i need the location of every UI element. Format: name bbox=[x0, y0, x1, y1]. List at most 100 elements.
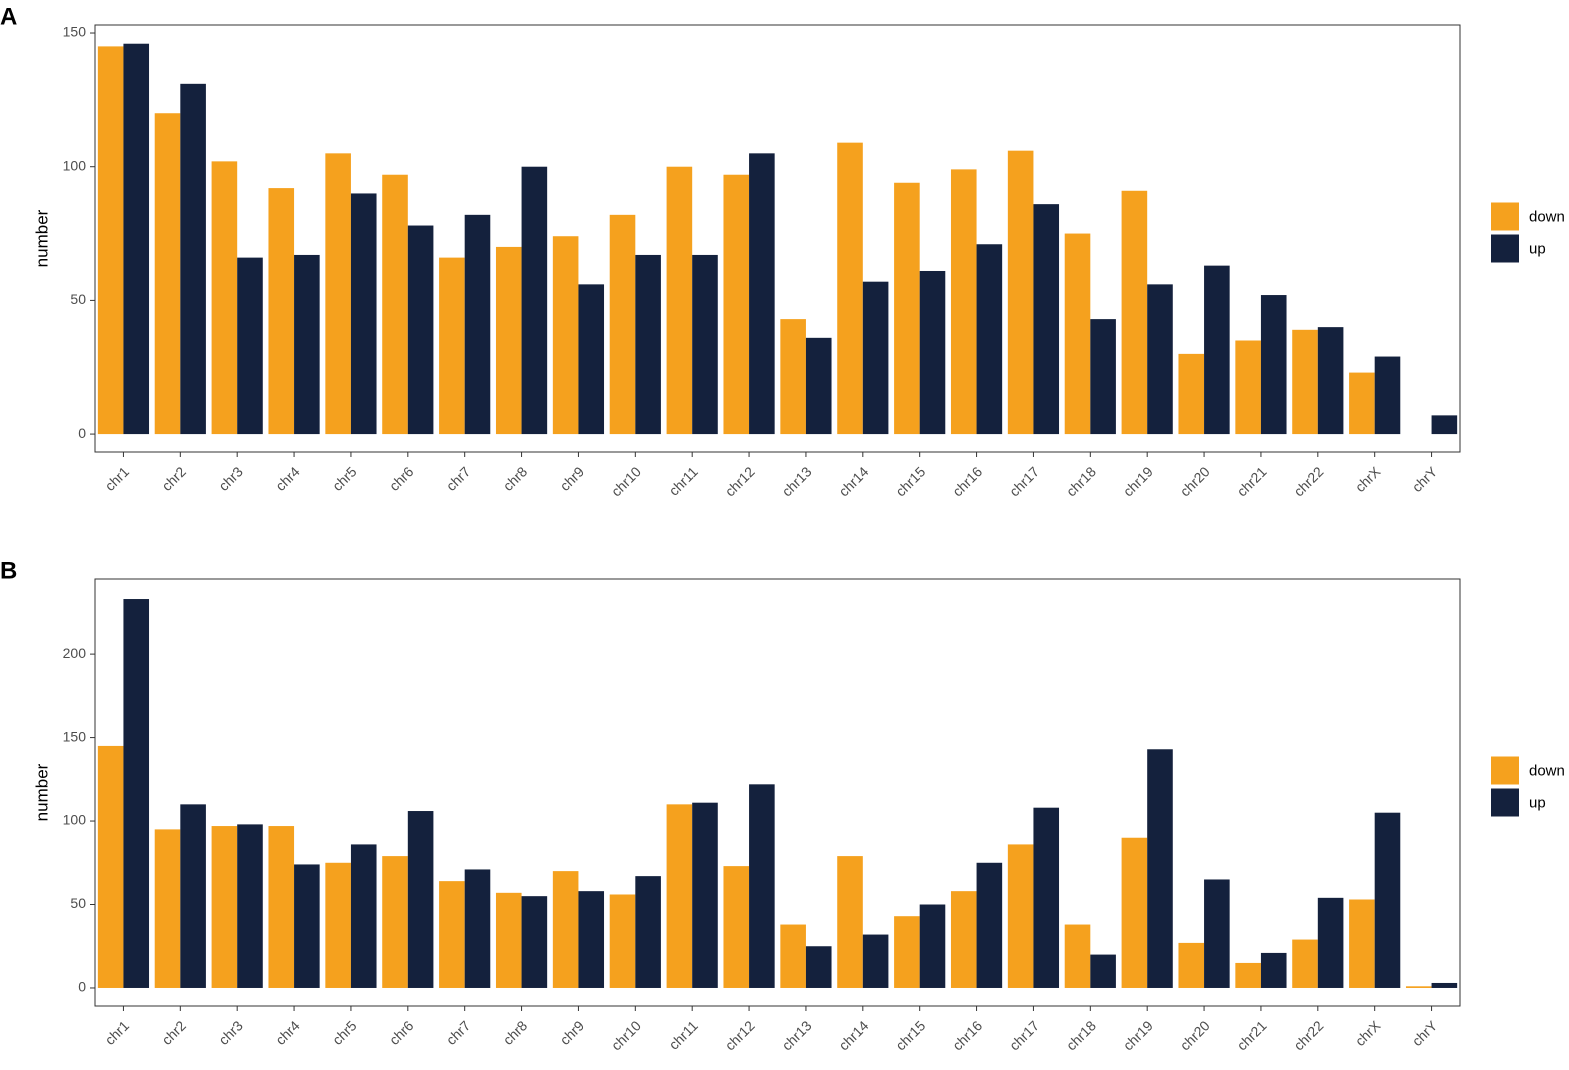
x-tick-label: chr21 bbox=[1234, 463, 1270, 499]
x-tick-label: chr16 bbox=[949, 1017, 985, 1053]
x-tick-label: chr7 bbox=[443, 1017, 474, 1048]
bar bbox=[1178, 942, 1205, 988]
bar bbox=[1064, 924, 1091, 988]
bar bbox=[837, 856, 863, 988]
x-tick-label: chr15 bbox=[892, 1017, 928, 1053]
bar bbox=[578, 891, 605, 988]
bar bbox=[723, 866, 750, 988]
bar bbox=[521, 896, 548, 988]
x-tick-label: chr6 bbox=[386, 1017, 417, 1048]
bar bbox=[154, 113, 181, 435]
y-tick-label: 100 bbox=[63, 812, 87, 828]
x-tick-label: chr12 bbox=[722, 1017, 758, 1053]
bar bbox=[382, 174, 408, 435]
bar bbox=[1178, 353, 1205, 435]
panel-label: A bbox=[0, 3, 17, 30]
y-axis-title: number bbox=[32, 763, 51, 821]
bar bbox=[407, 225, 434, 435]
legend-label: down bbox=[1529, 762, 1565, 779]
x-tick-label: chr5 bbox=[329, 1017, 360, 1048]
bar bbox=[919, 270, 946, 435]
x-tick-label: chr22 bbox=[1290, 1017, 1326, 1053]
bar bbox=[1064, 233, 1091, 435]
x-tick-label: chr13 bbox=[779, 1017, 815, 1053]
bar bbox=[805, 337, 832, 435]
bar bbox=[464, 214, 491, 435]
legend-label: down bbox=[1529, 208, 1565, 225]
bar bbox=[780, 924, 806, 988]
bar bbox=[180, 804, 206, 988]
x-tick-label: chr22 bbox=[1290, 463, 1326, 499]
bar bbox=[237, 824, 263, 988]
x-tick-label: chr3 bbox=[215, 1017, 246, 1048]
bar bbox=[749, 153, 775, 435]
bar bbox=[894, 916, 920, 988]
bar bbox=[950, 169, 977, 435]
bar bbox=[609, 214, 636, 435]
bar bbox=[635, 876, 661, 988]
x-tick-label: chr4 bbox=[272, 1017, 303, 1048]
bar bbox=[154, 829, 181, 988]
bar bbox=[407, 811, 434, 988]
bar bbox=[97, 745, 124, 988]
x-tick-label: chr5 bbox=[329, 463, 360, 494]
bar bbox=[211, 161, 238, 435]
x-tick-label: chrY bbox=[1409, 1017, 1441, 1049]
bar bbox=[1090, 954, 1116, 988]
bar bbox=[1090, 319, 1116, 435]
bar bbox=[552, 871, 579, 988]
x-tick-label: chr10 bbox=[608, 1017, 644, 1053]
bar bbox=[1033, 807, 1060, 988]
x-tick-label: chr18 bbox=[1063, 1017, 1099, 1053]
bar bbox=[862, 934, 889, 988]
x-tick-label: chr18 bbox=[1063, 463, 1099, 499]
x-tick-label: chr11 bbox=[666, 463, 701, 498]
bar bbox=[578, 284, 605, 435]
x-tick-label: chr15 bbox=[892, 463, 928, 499]
bar bbox=[1405, 986, 1432, 988]
y-tick-label: 150 bbox=[63, 728, 87, 744]
bar bbox=[1374, 812, 1401, 988]
y-tick-label: 200 bbox=[63, 645, 87, 661]
plot-border bbox=[94, 24, 1461, 453]
bar bbox=[749, 784, 775, 988]
x-tick-label: chr2 bbox=[158, 463, 189, 494]
bar bbox=[950, 891, 977, 988]
legend-label: up bbox=[1529, 240, 1546, 257]
bar bbox=[609, 894, 636, 988]
x-tick-label: chr1 bbox=[102, 463, 133, 494]
bar bbox=[1033, 204, 1060, 435]
bar bbox=[268, 826, 295, 988]
bar bbox=[666, 804, 693, 988]
x-tick-label: chr4 bbox=[272, 463, 303, 494]
x-tick-label: chr11 bbox=[666, 1017, 701, 1052]
plot-border bbox=[94, 578, 1461, 1007]
bar bbox=[1235, 340, 1261, 435]
x-tick-label: chr14 bbox=[835, 1017, 871, 1053]
legend-key bbox=[1491, 756, 1519, 785]
x-tick-label: chr19 bbox=[1120, 463, 1156, 499]
bar bbox=[976, 862, 1003, 988]
bar bbox=[495, 246, 522, 435]
bar bbox=[837, 142, 863, 435]
bar bbox=[123, 599, 150, 988]
x-tick-label: chr13 bbox=[779, 463, 815, 499]
bar bbox=[780, 319, 806, 435]
y-tick-label: 100 bbox=[63, 157, 87, 173]
bar bbox=[1431, 415, 1458, 435]
x-tick-label: chr12 bbox=[722, 463, 758, 499]
bar bbox=[1292, 939, 1318, 988]
legend-key bbox=[1491, 234, 1519, 263]
bar bbox=[382, 856, 408, 988]
bar bbox=[237, 257, 263, 435]
bar bbox=[464, 869, 491, 988]
bar bbox=[1007, 844, 1034, 988]
y-tick-label: 0 bbox=[78, 425, 86, 441]
bar bbox=[1431, 982, 1458, 988]
bar bbox=[1349, 372, 1375, 435]
x-tick-label: chr19 bbox=[1120, 1017, 1156, 1053]
x-tick-label: chr6 bbox=[386, 463, 417, 494]
bar bbox=[692, 802, 718, 988]
bar bbox=[1260, 295, 1287, 435]
